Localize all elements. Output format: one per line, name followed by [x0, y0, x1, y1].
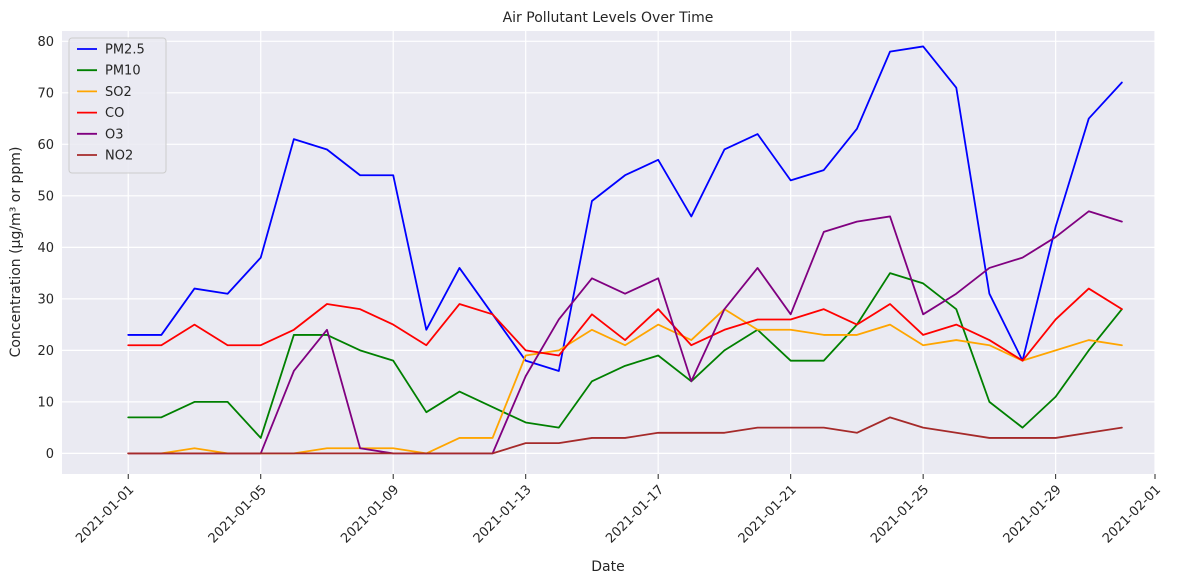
- y-tick-label: 50: [37, 189, 54, 204]
- legend-label: NO2: [105, 149, 133, 164]
- gridlines: [62, 31, 1156, 474]
- series-line-co: [127, 287, 1123, 362]
- x-tick-label: 2021-01-05: [206, 482, 270, 546]
- y-tick-label: 60: [37, 138, 54, 153]
- y-tick-label: 70: [37, 86, 54, 101]
- chart-title: Air Pollutant Levels Over Time: [503, 10, 714, 26]
- x-tick-label: 2021-01-29: [1001, 482, 1065, 546]
- legend-label: PM2.5: [105, 43, 145, 58]
- x-tick-label: 2021-01-01: [73, 482, 137, 546]
- series-line-pm25: [127, 45, 1123, 372]
- series-line-pm10: [127, 272, 1123, 439]
- y-tick-label: 30: [37, 292, 54, 307]
- y-tick-label: 80: [37, 35, 54, 50]
- y-tick-label: 10: [37, 395, 54, 410]
- y-tick-label: 40: [37, 241, 54, 256]
- x-axis-label: Date: [591, 559, 624, 575]
- y-axis-ticks: 0 10 20 30 40 50 60 70 80: [37, 35, 54, 462]
- plot-area: [62, 31, 1155, 474]
- series-line-o3: [127, 210, 1123, 455]
- series-line-no2: [127, 416, 1123, 455]
- y-tick-label: 0: [46, 447, 54, 462]
- legend: PM2.5 PM10 SO2 CO O3 NO2: [68, 37, 167, 174]
- legend-label: PM10: [105, 64, 141, 79]
- x-tick-label: 2021-01-25: [868, 482, 932, 546]
- y-tick-label: 20: [37, 344, 54, 359]
- legend-label: CO: [105, 106, 124, 121]
- legend-box: [68, 37, 167, 174]
- x-tick-label: 2021-01-21: [736, 482, 800, 546]
- legend-label: O3: [105, 127, 124, 142]
- x-tick-label: 2021-01-13: [471, 482, 535, 546]
- legend-label: SO2: [105, 85, 132, 100]
- x-axis-ticks: 2021-01-01 2021-01-05 2021-01-09 2021-01-13…: [73, 474, 1164, 546]
- series-lines: [127, 45, 1123, 455]
- y-axis-label: Concentration (µg/m³ or ppm): [8, 147, 24, 358]
- x-tick-label: 2021-01-09: [338, 482, 402, 546]
- x-tick-label: 2021-01-17: [603, 482, 667, 546]
- x-tick-label: 2021-02-01: [1100, 482, 1164, 546]
